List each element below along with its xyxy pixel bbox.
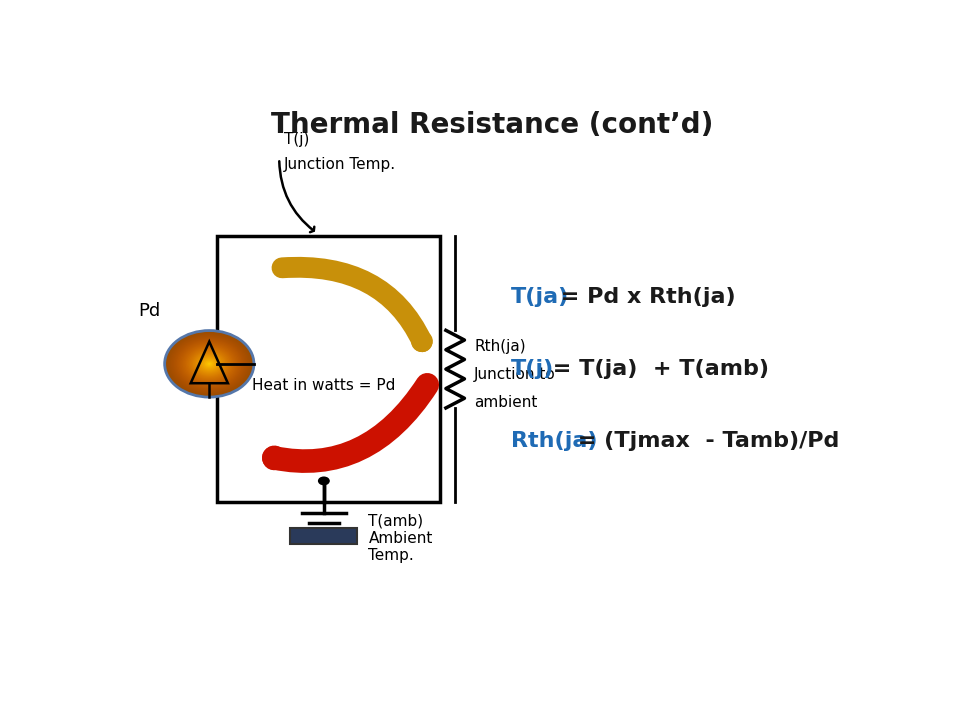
Circle shape <box>204 359 215 368</box>
Circle shape <box>168 333 251 395</box>
Text: T(j): T(j) <box>511 359 554 379</box>
Circle shape <box>174 337 245 390</box>
Circle shape <box>194 353 224 375</box>
Circle shape <box>185 346 233 382</box>
FancyArrowPatch shape <box>282 267 422 342</box>
Bar <box>290 528 357 544</box>
Circle shape <box>172 336 247 392</box>
Circle shape <box>196 354 223 374</box>
Text: Rth(ja): Rth(ja) <box>474 339 526 354</box>
Circle shape <box>188 348 230 379</box>
Text: Thermal Resistance (cont’d): Thermal Resistance (cont’d) <box>271 111 713 139</box>
Circle shape <box>206 361 212 366</box>
Circle shape <box>201 357 218 371</box>
Circle shape <box>181 343 237 385</box>
Circle shape <box>177 339 242 388</box>
Text: = (Tjmax  - Tamb)/Pd: = (Tjmax - Tamb)/Pd <box>570 431 840 451</box>
Circle shape <box>171 335 248 392</box>
Circle shape <box>166 332 252 396</box>
Circle shape <box>198 355 221 373</box>
Text: Pd: Pd <box>138 302 161 320</box>
Text: = T(ja)  + T(amb): = T(ja) + T(amb) <box>545 359 769 379</box>
Circle shape <box>202 359 217 369</box>
Circle shape <box>169 334 250 394</box>
Circle shape <box>191 351 228 377</box>
FancyArrowPatch shape <box>274 384 427 461</box>
Circle shape <box>207 363 211 365</box>
Circle shape <box>178 341 241 387</box>
Circle shape <box>190 349 228 378</box>
Text: ambient: ambient <box>474 395 538 410</box>
Circle shape <box>318 477 330 485</box>
Text: Rth(ja): Rth(ja) <box>511 431 597 451</box>
Circle shape <box>199 356 220 372</box>
Text: T(ja): T(ja) <box>511 287 569 307</box>
Circle shape <box>182 344 236 384</box>
Circle shape <box>184 345 234 382</box>
Circle shape <box>193 351 226 376</box>
Text: T(j): T(j) <box>284 132 309 147</box>
Text: Junction Temp.: Junction Temp. <box>284 156 396 171</box>
Text: Junction to: Junction to <box>474 367 556 382</box>
Circle shape <box>175 338 244 390</box>
Circle shape <box>187 347 231 380</box>
Circle shape <box>165 330 253 397</box>
Circle shape <box>180 342 239 386</box>
Text: = Pd x Rth(ja): = Pd x Rth(ja) <box>553 287 736 307</box>
Circle shape <box>204 361 214 367</box>
Bar <box>217 236 440 503</box>
Text: T(amb)
Ambient
Temp.: T(amb) Ambient Temp. <box>369 513 433 563</box>
Text: Heat in watts = Pd: Heat in watts = Pd <box>252 377 396 392</box>
